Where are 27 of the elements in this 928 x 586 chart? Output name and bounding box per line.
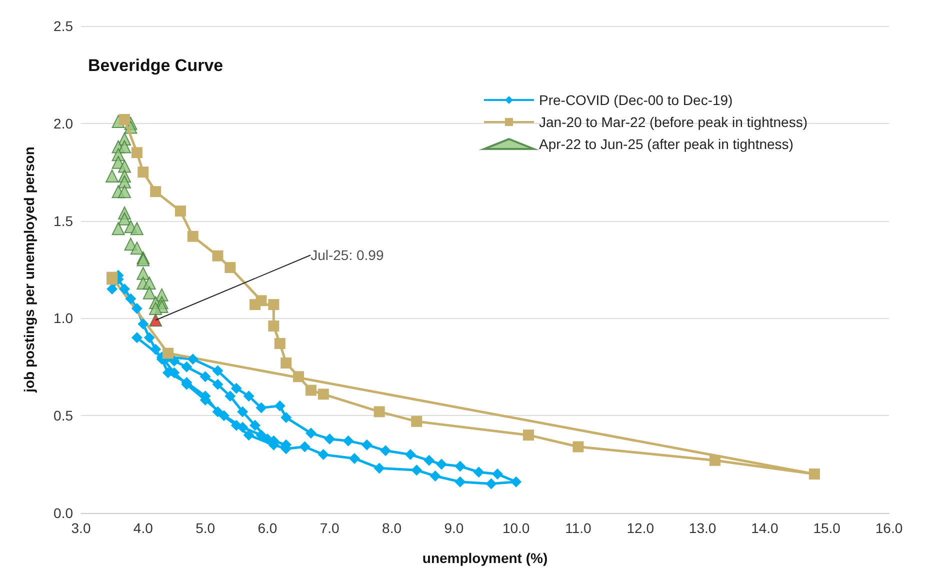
y-tick-label: 0.0 <box>54 505 74 521</box>
x-tick-label: 5.0 <box>196 520 216 536</box>
x-tick-label: 13.0 <box>688 520 716 536</box>
y-axis-title: job postings per unemployed person <box>21 146 37 394</box>
text: Beveridge Curve <box>88 56 224 75</box>
x-tick-label: 9.0 <box>444 520 464 536</box>
x-tick-label: 14.0 <box>751 520 779 536</box>
y-tick-label: 2.5 <box>54 18 74 34</box>
y-tick-label: 0.5 <box>54 408 74 424</box>
x-tick-label: 15.0 <box>813 520 841 536</box>
x-axis-title: unemployment (%) <box>422 550 548 566</box>
x-tick-label: 10.0 <box>502 520 530 536</box>
legend-label: Jan-20 to Mar-22 (before peak in tightness) <box>539 114 808 130</box>
x-tick-label: 7.0 <box>320 520 340 536</box>
x-tick-label: 16.0 <box>875 520 903 536</box>
x-tick-label: 8.0 <box>382 520 402 536</box>
x-tick-label: 6.0 <box>258 520 278 536</box>
legend-label: Pre-COVID (Dec-00 to Dec-19) <box>539 92 733 108</box>
annotation: Jul-25: 0.99 <box>310 247 384 264</box>
y-tick-label: 1.5 <box>54 212 74 229</box>
x-tick-label: 12.0 <box>626 520 654 536</box>
x-tick-label: 11.0 <box>565 520 592 536</box>
legend-label: Apr-22 to Jun-25 (after peak in tightness) <box>539 136 794 152</box>
x-tick-label: 3.0 <box>71 520 91 536</box>
y-tick-label: 1.0 <box>54 310 74 326</box>
y-tick-label: 2.0 <box>54 115 74 132</box>
x-tick-label: 4.0 <box>133 520 154 536</box>
